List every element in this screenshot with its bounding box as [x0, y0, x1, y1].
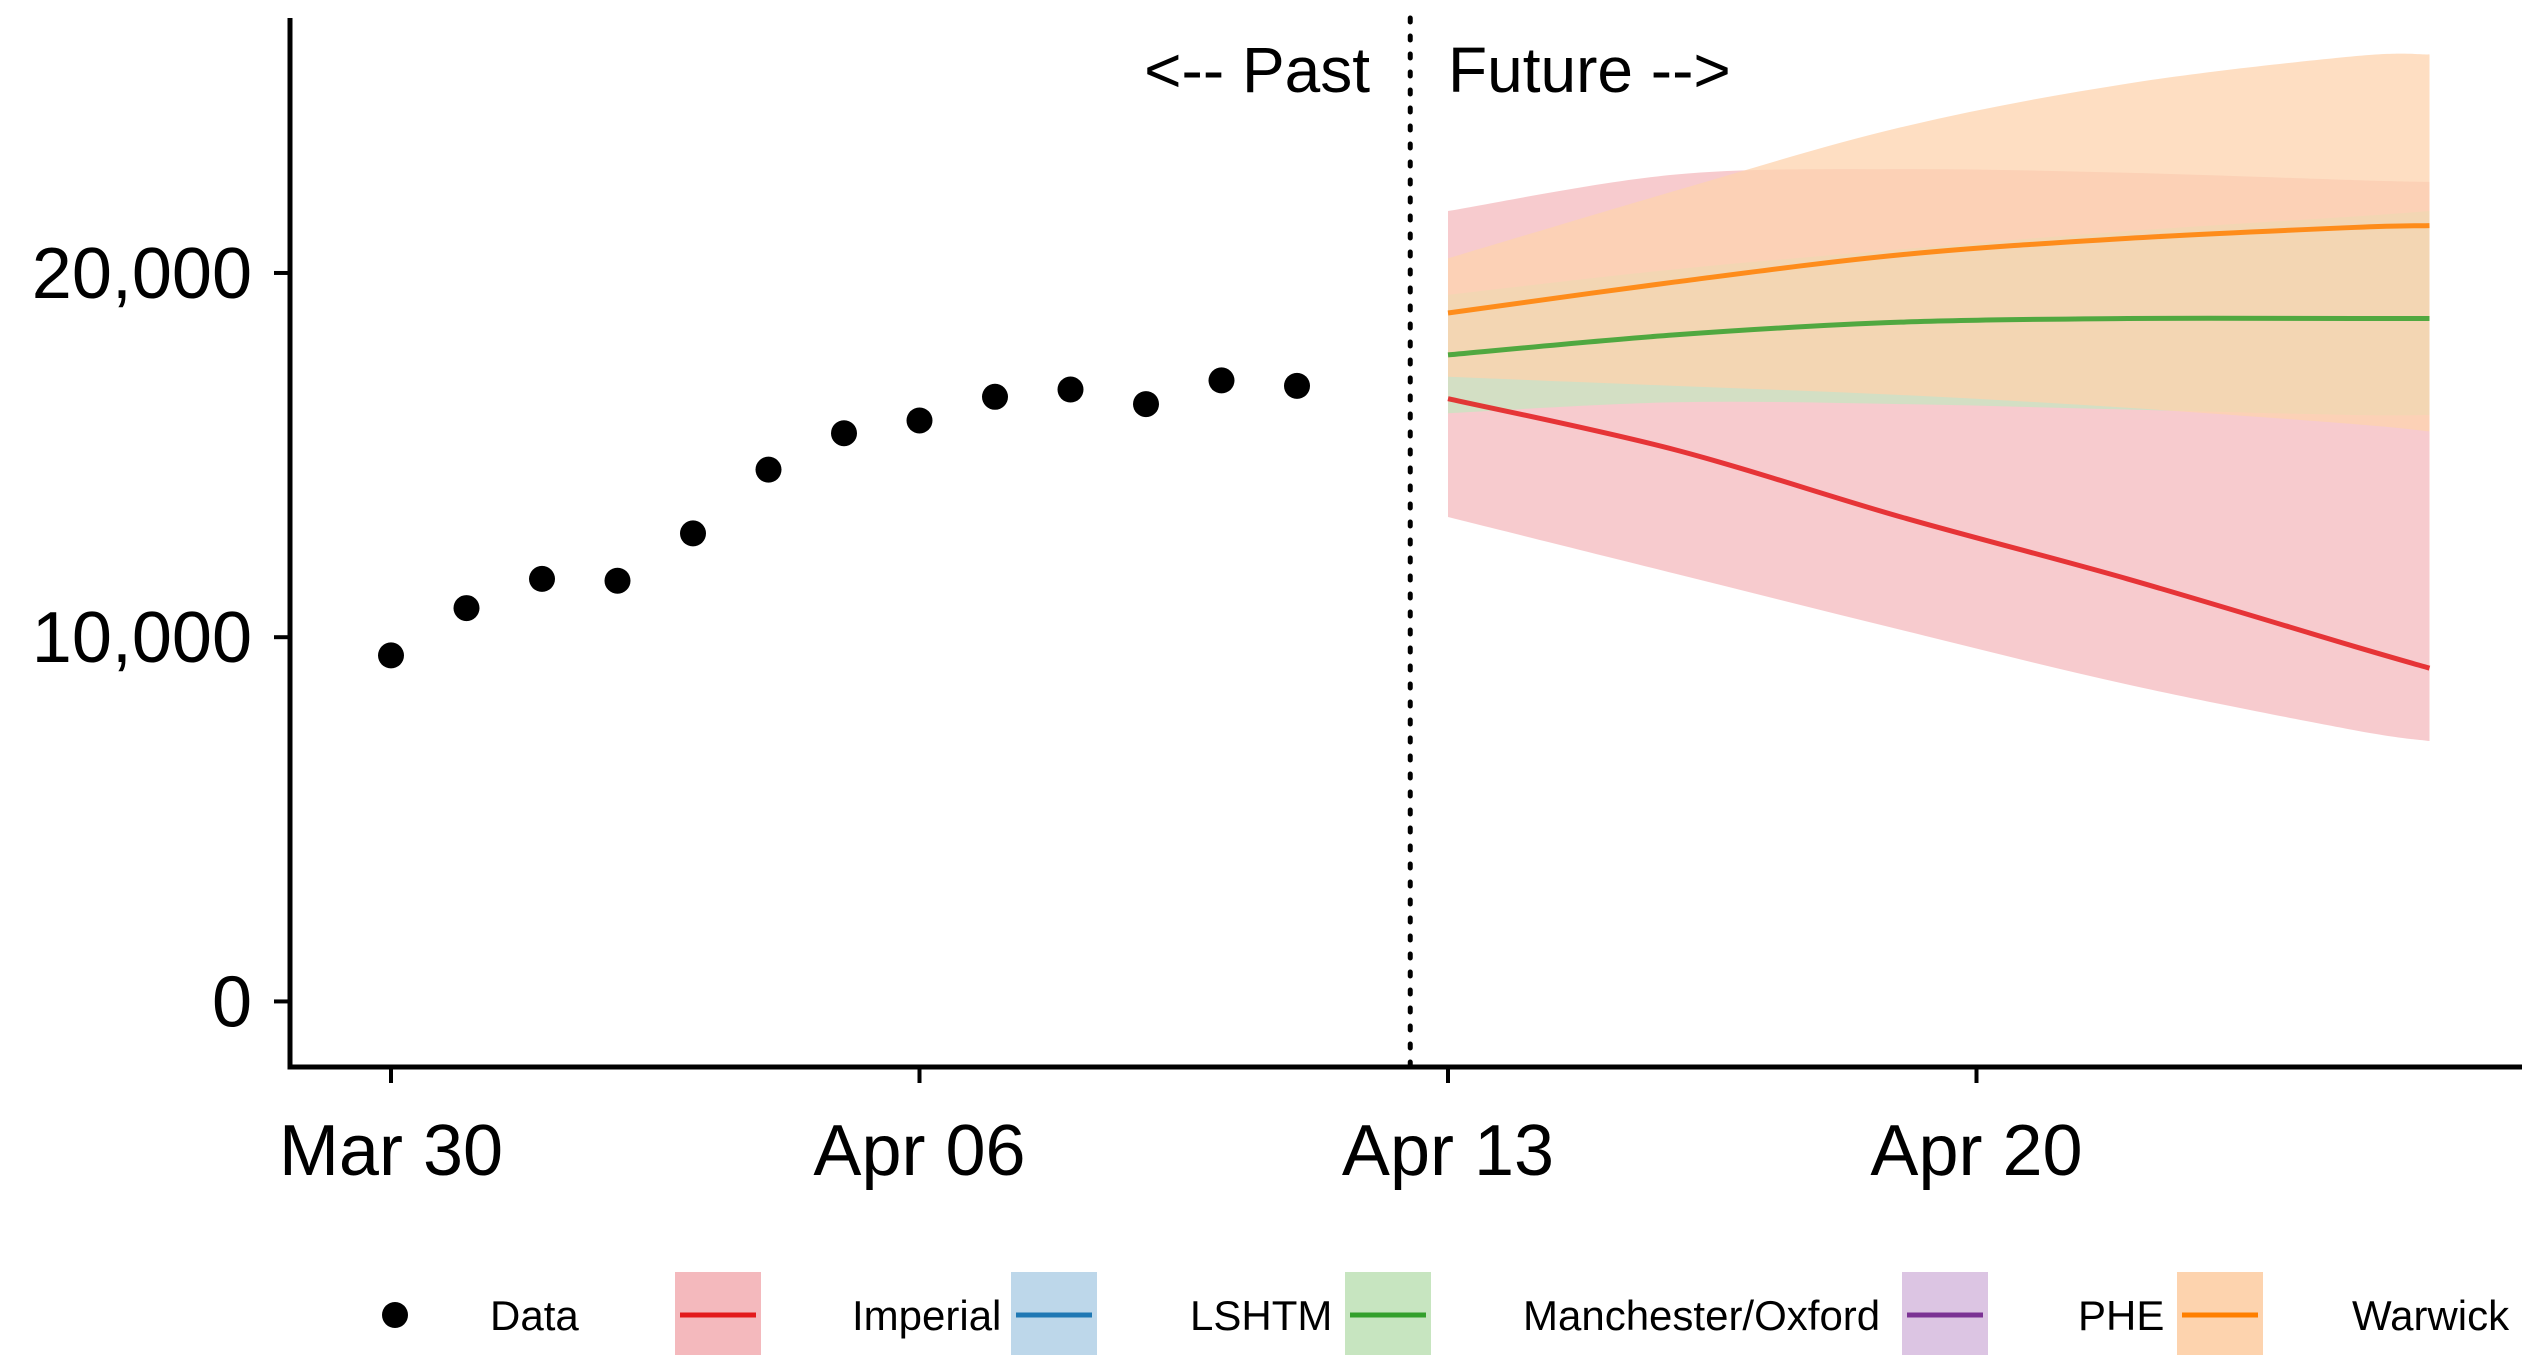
- legend-label: Warwick: [2352, 1292, 2510, 1339]
- data-point: [1284, 372, 1310, 399]
- legend-item-manchester-oxford: Manchester/Oxford: [1345, 1272, 1880, 1355]
- data-point: [1133, 391, 1159, 418]
- legend-label: Imperial: [852, 1292, 1001, 1339]
- legend-key-point: [382, 1302, 408, 1328]
- data-point: [1208, 367, 1235, 394]
- data-points: [378, 367, 1310, 669]
- legend-item-lshtm: LSHTM: [1011, 1272, 1332, 1355]
- uncertainty-bands: [1448, 53, 2430, 742]
- data-point: [906, 407, 933, 434]
- x-tick-label: Mar 30: [279, 1111, 503, 1191]
- x-tick-label: Apr 06: [813, 1111, 1025, 1191]
- band-warwick: [1448, 53, 2430, 432]
- y-tick-label: 20,000: [32, 234, 252, 314]
- x-tick-label: Apr 20: [1870, 1111, 2082, 1191]
- data-point: [378, 642, 404, 669]
- legend-label: Manchester/Oxford: [1523, 1292, 1880, 1339]
- data-point: [755, 456, 782, 483]
- forecast-lines: [1447, 223, 2431, 671]
- axes: 0 10,000 20,000 Mar 30 Apr 06 Apr 13 Apr 20: [32, 18, 2522, 1191]
- future-label: Future -->: [1448, 34, 1731, 106]
- past-future-divider: <-- Past Future -->: [1144, 15, 1731, 1070]
- legend-label: Data: [490, 1292, 579, 1339]
- data-point: [831, 420, 857, 447]
- legend-label: PHE: [2078, 1292, 2164, 1339]
- line-warwick: [1447, 223, 2430, 316]
- data-point: [680, 520, 706, 547]
- x-tick-label: Apr 13: [1342, 1111, 1554, 1191]
- past-label: <-- Past: [1144, 34, 1370, 106]
- legend-item-warwick: Warwick: [2177, 1272, 2510, 1355]
- data-point: [529, 565, 555, 592]
- data-point: [604, 567, 631, 594]
- data-point: [453, 595, 480, 622]
- data-point: [982, 383, 1008, 410]
- legend-item-phe: PHE: [1902, 1272, 2164, 1355]
- legend-item-data: Data: [382, 1292, 579, 1339]
- legend-label: LSHTM: [1190, 1292, 1332, 1339]
- y-tick-label: 10,000: [32, 598, 252, 678]
- data-point: [1057, 376, 1084, 403]
- legend: Data Imperial LSHTM Manchester/Oxford PHE War…: [382, 1272, 2510, 1355]
- legend-item-imperial: Imperial: [675, 1272, 1001, 1355]
- y-tick-label: 0: [212, 962, 252, 1042]
- line-imperial: [1447, 396, 2431, 671]
- line-manchester-oxford: [1447, 315, 2430, 358]
